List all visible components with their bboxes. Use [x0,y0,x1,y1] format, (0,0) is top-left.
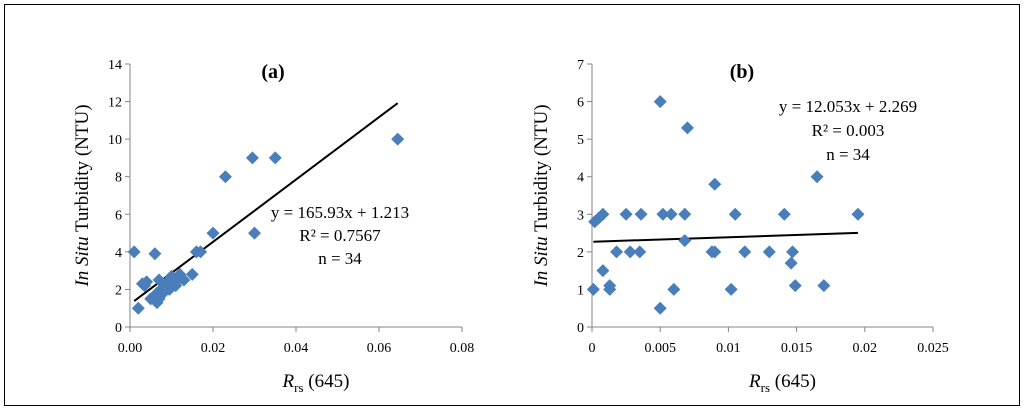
data-point [678,207,692,221]
y-tick-label: 5 [577,133,584,148]
data-point [653,301,667,315]
x-tick-label: 0.08 [450,341,475,356]
data-point [218,170,232,184]
chart-title: (b) [730,61,754,83]
data-point [245,151,259,165]
figure-frame [4,4,1020,406]
data-point [391,132,405,146]
data-point [194,245,208,259]
data-point [667,282,681,296]
data-point [596,264,610,278]
regression-annotation: R² = 0.7567 [299,226,381,245]
chart-title: (a) [261,61,284,83]
x-tick-label: 0.015 [781,341,813,356]
x-tick-label: 0.02 [201,341,226,356]
data-point [762,245,776,259]
data-point [817,279,831,293]
x-tick-label: 0.01 [716,341,741,356]
regression-annotation: n = 34 [318,249,362,268]
y-tick-label: 2 [115,283,122,298]
y-tick-label: 4 [577,171,584,186]
trendline [133,102,399,302]
data-point [784,256,798,270]
x-tick-label: 0 [589,341,596,356]
data-point [623,245,637,259]
data-point [596,207,610,221]
y-tick-label: 1 [577,283,584,298]
y-tick-label: 6 [115,208,122,223]
data-point [586,282,600,296]
data-point [777,207,791,221]
data-point [724,282,738,296]
data-point [653,95,667,109]
y-tick-label: 0 [577,321,584,336]
y-tick-label: 12 [108,96,122,111]
y-tick-label: 10 [108,133,122,148]
y-tick-label: 14 [108,58,122,73]
x-tick-label: 0.025 [917,341,949,356]
data-point [738,245,752,259]
data-point [185,267,199,281]
y-tick-label: 6 [577,96,584,111]
regression-annotation: R² = 0.003 [812,121,885,140]
trendline [593,231,859,243]
data-point [680,121,694,135]
y-tick-label: 0 [115,321,122,336]
x-tick-label: 0.06 [367,341,392,356]
data-point [610,245,624,259]
data-point [268,151,282,165]
data-point [127,245,141,259]
data-point [664,207,678,221]
y-tick-label: 2 [577,246,584,261]
data-point [140,275,154,289]
data-point [851,207,865,221]
data-point [206,226,220,240]
data-point [786,245,800,259]
x-tick-label: 0.005 [644,341,676,356]
data-point [788,279,802,293]
data-point [175,271,189,285]
regression-annotation: y = 165.93x + 1.213 [271,203,409,222]
data-point [148,247,162,261]
data-point [603,282,617,296]
x-tick-label: 0.00 [118,341,143,356]
data-point [810,170,824,184]
y-tick-label: 3 [577,208,584,223]
data-point [708,177,722,191]
data-point [728,207,742,221]
data-point [131,301,145,315]
data-point [619,207,633,221]
y-axis-title: In Situ Turbidity (NTU) [531,104,552,287]
data-point [678,234,692,248]
data-point [160,281,174,295]
data-point [656,207,670,221]
x-tick-label: 0.02 [853,341,878,356]
y-tick-label: 7 [577,58,584,73]
data-point [152,292,166,306]
chart-panel-0: 0 2 4 6 8 10 12 14 0.00 0.02 0.04 0.06 0.08 (a) y = 16… [72,58,474,395]
x-tick-label: 0.04 [284,341,309,356]
chart-panel-1: 0 1 2 3 4 5 6 7 0 0.005 0.01 0.015 0.02 0.025 (b) y = 1… [531,58,949,395]
x-axis-title: Rrs (645) [748,371,816,395]
regression-annotation: y = 12.053x + 2.269 [779,97,917,116]
y-axis-title: In Situ Turbidity (NTU) [72,104,93,287]
y-tick-label: 4 [115,246,122,261]
data-point [248,226,261,240]
data-point [708,245,722,259]
data-point [634,207,648,221]
x-axis-title: Rrs (645) [282,371,350,395]
y-tick-label: 8 [115,171,122,186]
data-point [633,245,647,259]
regression-annotation: n = 34 [826,145,870,164]
